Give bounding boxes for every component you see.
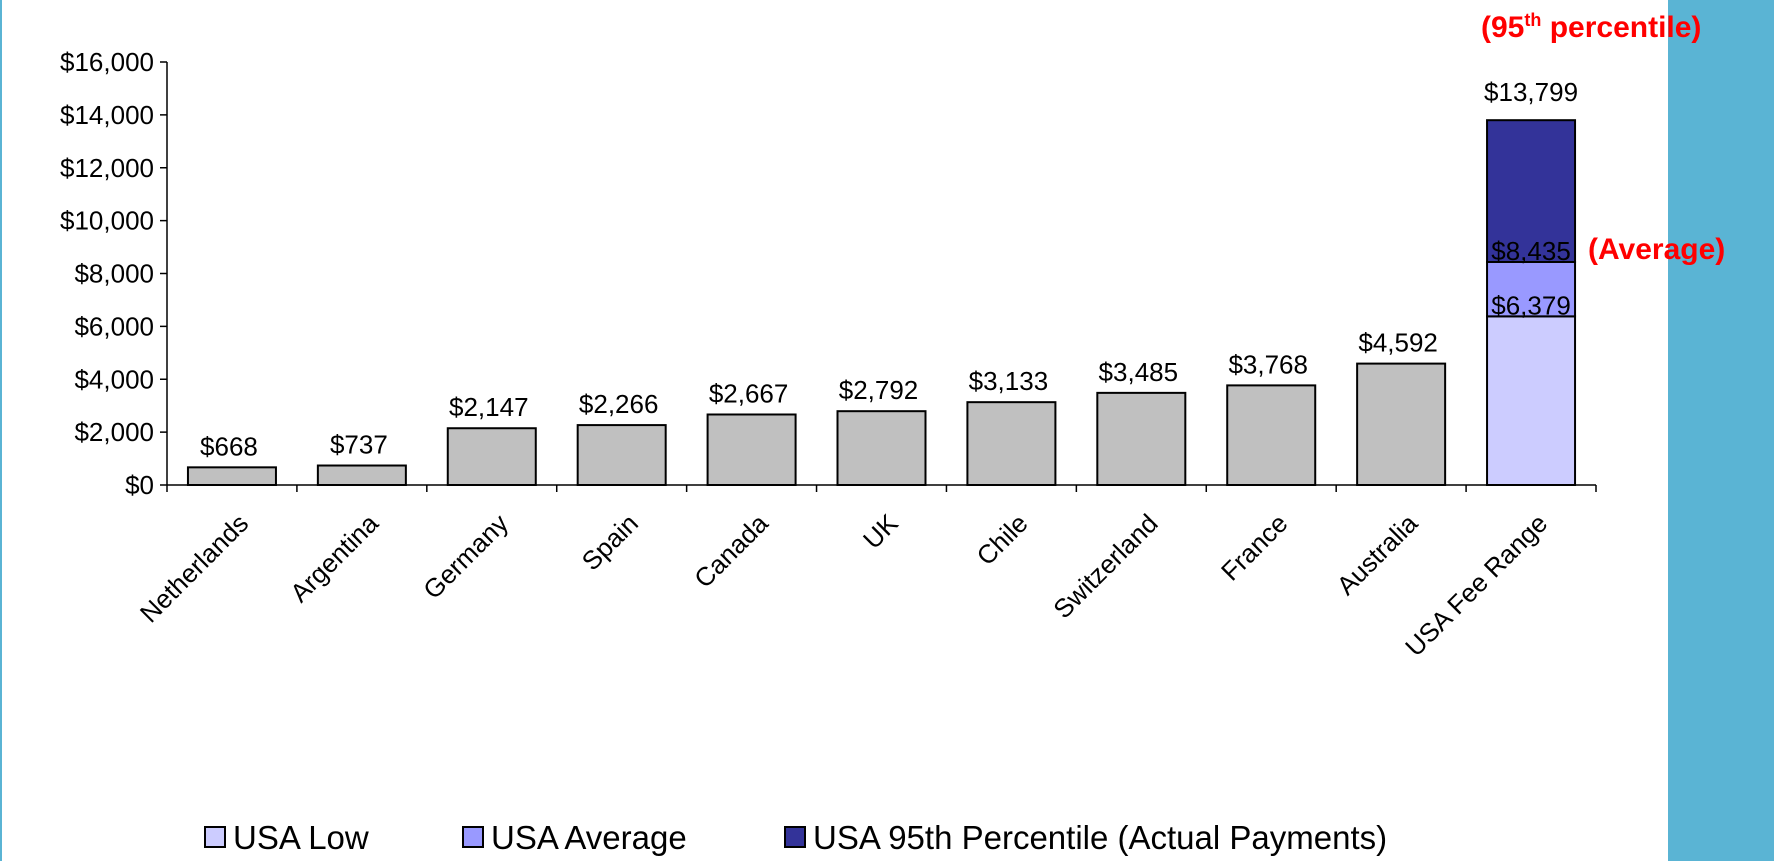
y-tick-label: $0 <box>125 470 154 500</box>
category-label: Chile <box>971 508 1034 571</box>
category-label: Australia <box>1331 508 1424 601</box>
annotation-95-superscript: th <box>1524 10 1541 30</box>
category-label: Spain <box>576 508 644 576</box>
legend-swatch <box>462 826 484 848</box>
y-tick-label: $12,000 <box>60 153 154 183</box>
bar <box>186 466 277 487</box>
usa-segment-label: $13,799 <box>1484 77 1578 107</box>
bar <box>966 401 1057 487</box>
bar-value-label: $2,667 <box>709 378 789 408</box>
annotation-95-main: (95 <box>1481 11 1524 44</box>
category-label: Switzerland <box>1047 508 1163 624</box>
annotation-95-rest: percentile) <box>1541 11 1701 44</box>
y-tick-label: $14,000 <box>60 100 154 130</box>
bar <box>706 413 797 486</box>
annotation-average: (Average) <box>1588 233 1725 266</box>
annotation-95th-percentile: (95th percentile) <box>1481 10 1701 44</box>
bar-value-label: $3,133 <box>969 366 1049 396</box>
legend-swatch <box>784 826 806 848</box>
category-label: France <box>1215 508 1293 586</box>
right-accent-band <box>1668 0 1774 861</box>
category-label: UK <box>857 508 904 555</box>
category-labels: Netherlands Argentina Germany Spain Canada UK… <box>134 508 1553 663</box>
bar <box>446 427 537 486</box>
bar-value-label: $2,147 <box>449 392 529 422</box>
bars <box>186 119 1577 487</box>
legend-entry: USA 95th Percentile (Actual Payments) <box>784 819 1387 856</box>
usa-stack-segment <box>1486 315 1577 486</box>
bar <box>316 464 407 487</box>
legend-label: USA Average <box>491 819 687 856</box>
usa-segment-label: $8,435 <box>1491 236 1571 266</box>
legend-entry: USA Low <box>204 819 369 856</box>
usa-segment-label: $6,379 <box>1491 290 1571 320</box>
category-label: Argentina <box>284 508 384 608</box>
usa-stack-segment <box>1486 119 1577 263</box>
category-label: USA Fee Range <box>1399 508 1553 662</box>
y-tick-label: $6,000 <box>74 311 154 341</box>
y-tick-label: $4,000 <box>74 364 154 394</box>
y-tick-label: $2,000 <box>74 417 154 447</box>
legend-entry: USA Average <box>462 819 687 856</box>
legend: USA Low USA Average USA 95th Percentile (A… <box>204 819 1387 856</box>
category-label: Canada <box>688 508 774 594</box>
data-labels: $668 $737 $2,147 $2,266 $2,667 $2,792 $3,133 $3… <box>200 77 1578 461</box>
bar <box>576 424 667 486</box>
y-tick-label: $8,000 <box>74 259 154 289</box>
y-tick-label: $10,000 <box>60 206 154 236</box>
category-label: Germany <box>417 508 514 605</box>
category-label: Netherlands <box>134 508 254 628</box>
left-accent-stripe <box>0 0 2 861</box>
bar <box>1096 391 1187 487</box>
bar-value-label: $3,768 <box>1228 349 1308 379</box>
bar-value-label: $2,266 <box>579 389 659 419</box>
legend-label: USA 95th Percentile (Actual Payments) <box>813 819 1387 856</box>
bar-value-label: $3,485 <box>1099 357 1179 387</box>
bar <box>836 410 927 486</box>
bar-value-label: $668 <box>200 431 258 461</box>
legend-swatch <box>204 826 226 848</box>
bar <box>1226 384 1317 487</box>
y-tick-label: $16,000 <box>60 47 154 77</box>
bar-value-label: $737 <box>330 430 388 460</box>
bar-value-label: $4,592 <box>1358 328 1438 358</box>
y-axis-ticks: $0 $2,000 $4,000 $6,000 $8,000 $10,000 $12,000… <box>60 47 167 500</box>
bar-value-label: $2,792 <box>839 375 919 405</box>
legend-label: USA Low <box>233 819 369 856</box>
bar <box>1356 362 1447 486</box>
